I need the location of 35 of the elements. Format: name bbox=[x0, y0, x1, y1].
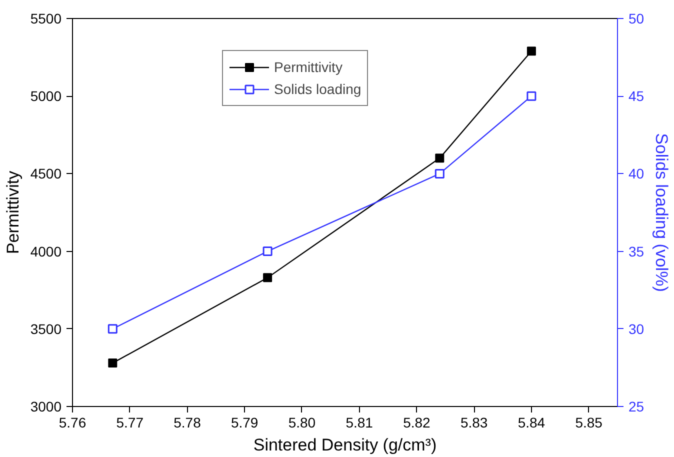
y2-tick-label: 35 bbox=[628, 243, 644, 260]
y-tick-label: 4500 bbox=[30, 166, 62, 182]
legend-label: Permittivity bbox=[274, 59, 342, 75]
x-tick-label: 5.78 bbox=[174, 414, 202, 430]
y2-tick-label: 25 bbox=[628, 398, 644, 414]
point bbox=[526, 46, 536, 56]
x-tick-label: 5.76 bbox=[58, 414, 86, 430]
point bbox=[435, 154, 444, 163]
point bbox=[263, 273, 272, 282]
x-tick-label: 5.77 bbox=[116, 414, 144, 430]
y-axis-title: Permittivity bbox=[3, 170, 22, 254]
x-tick-label: 5.82 bbox=[403, 414, 431, 430]
y2-axis-title: Solids loading (vol%) bbox=[652, 133, 672, 292]
point bbox=[526, 91, 536, 101]
y2-tick-label: 40 bbox=[628, 166, 644, 182]
x-tick-label: 5.83 bbox=[460, 414, 488, 430]
point bbox=[108, 358, 118, 368]
y-tick-label: 5500 bbox=[30, 10, 62, 26]
x-tick-label: 5.81 bbox=[346, 414, 374, 430]
point bbox=[108, 324, 118, 334]
x-tick-label: 5.84 bbox=[518, 414, 546, 430]
point bbox=[262, 246, 272, 256]
point bbox=[434, 168, 444, 178]
x-tick-label: 5.80 bbox=[288, 414, 316, 430]
y-tick-label: 3000 bbox=[30, 398, 62, 414]
x-tick-label: 5.79 bbox=[230, 414, 258, 430]
legend-label: Solids loading bbox=[274, 81, 362, 97]
x-axis-title: Sintered Density (g/cm³) bbox=[253, 436, 437, 454]
y-tick-label: 3500 bbox=[30, 320, 62, 337]
y-tick-label: 5000 bbox=[30, 88, 62, 104]
x-tick-label: 5.85 bbox=[575, 414, 603, 430]
y2-tick-label: 45 bbox=[628, 88, 644, 104]
y2-tick-label: 50 bbox=[628, 10, 644, 26]
y2-tick-label: 30 bbox=[628, 320, 644, 337]
y-tick-label: 4000 bbox=[30, 243, 62, 260]
